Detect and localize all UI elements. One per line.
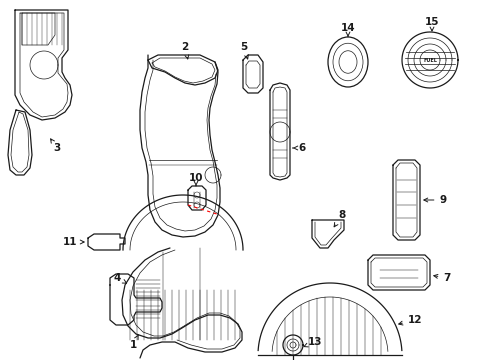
Text: FUEL: FUEL	[422, 58, 436, 63]
Text: 2: 2	[181, 42, 188, 59]
Text: 13: 13	[304, 337, 322, 347]
Text: 7: 7	[433, 273, 450, 283]
Text: 5: 5	[240, 42, 248, 59]
Text: 8: 8	[333, 210, 345, 227]
Text: 14: 14	[340, 23, 355, 36]
Text: 15: 15	[424, 17, 438, 31]
Text: 6: 6	[292, 143, 305, 153]
Text: 12: 12	[398, 315, 421, 325]
Text: 3: 3	[51, 139, 61, 153]
Text: 1: 1	[129, 335, 138, 350]
Text: 10: 10	[188, 173, 203, 186]
Text: 9: 9	[423, 195, 446, 205]
Text: 4: 4	[113, 273, 126, 283]
Text: 11: 11	[62, 237, 84, 247]
